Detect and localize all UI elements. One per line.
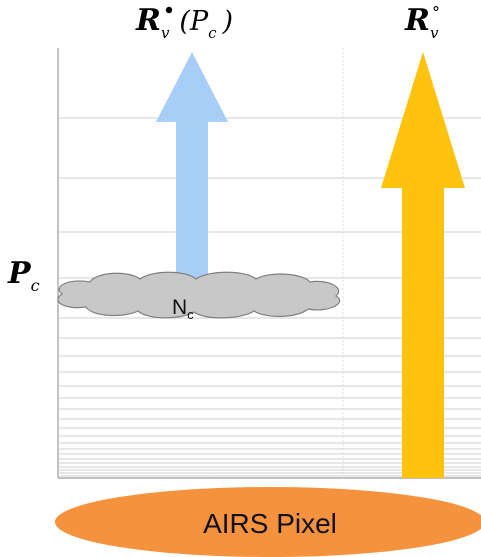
cloudy-radiance-main: R xyxy=(135,3,161,38)
clear-radiance-label: Rv xyxy=(404,3,439,42)
cloudy-radiance-arrow xyxy=(156,52,228,278)
clear-radiance-arrow xyxy=(381,52,465,478)
pressure-sub: c xyxy=(31,276,40,295)
cloudy-radiance-label: Rv (Pc) xyxy=(135,3,233,42)
clear-radiance-sub: v xyxy=(430,24,439,42)
cloud-pressure-label: Pc xyxy=(7,256,40,295)
cloud-fraction-sub: c xyxy=(187,307,194,322)
cloud-fraction-label: Nc xyxy=(172,296,194,322)
cloud-shape xyxy=(57,271,341,319)
cloud-fraction-main: N xyxy=(172,296,187,319)
airs-pixel: AIRS Pixel xyxy=(55,487,481,557)
cloudy-radiance-dot xyxy=(165,6,173,14)
clear-radiance-sup: ° xyxy=(432,3,440,22)
cloudy-radiance-args: (P xyxy=(179,6,209,37)
pressure-main: P xyxy=(7,256,32,291)
cloudy-radiance-close: ) xyxy=(222,6,234,37)
airs-pixel-label: AIRS Pixel xyxy=(203,508,337,539)
cloudy-radiance-sub: v xyxy=(161,24,170,42)
clear-radiance-main: R xyxy=(404,3,430,38)
cloudy-radiance-arg-sub: c xyxy=(208,24,217,42)
